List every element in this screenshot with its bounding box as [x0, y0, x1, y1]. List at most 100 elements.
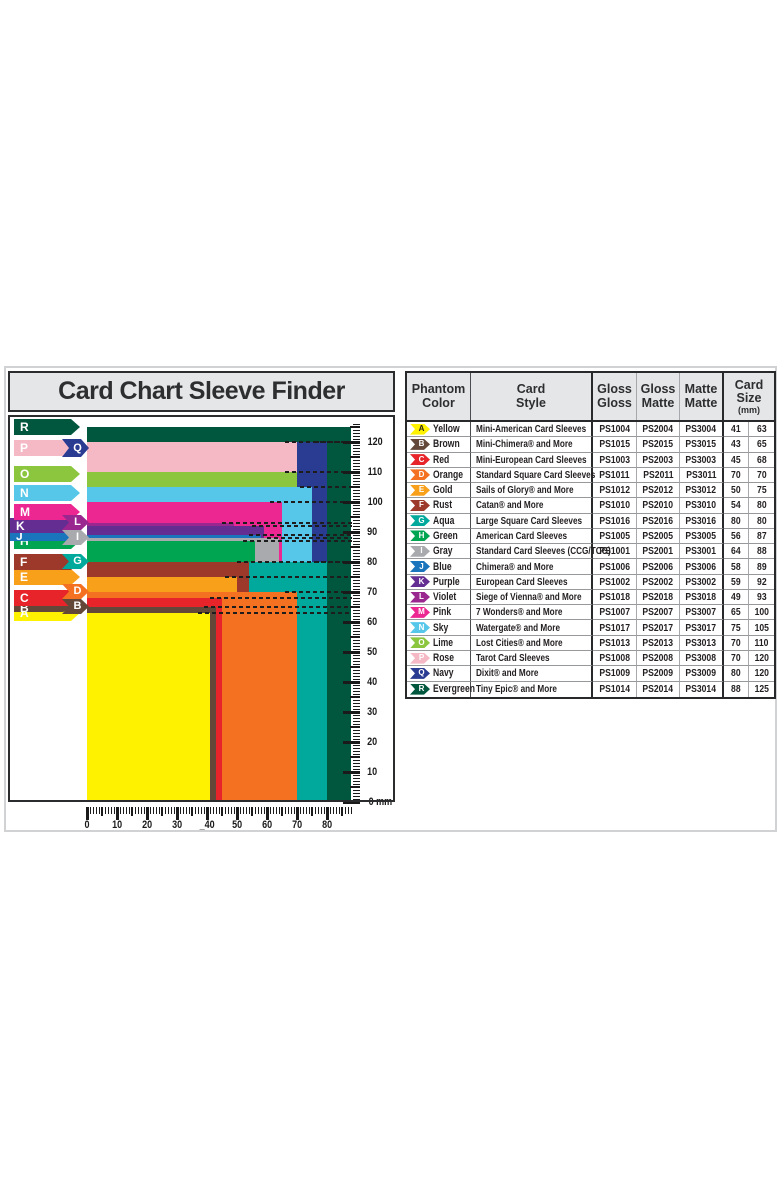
phantom-name-P: Rose [433, 652, 454, 665]
y-tick-107 [353, 480, 360, 482]
gloss-matte-cell-O: PS2013 [637, 635, 680, 651]
y-tick-24 [353, 729, 360, 731]
y-tick-71 [353, 588, 360, 590]
x-tick-55 [251, 807, 253, 816]
y-tick-39 [353, 684, 360, 686]
x-tick-63 [275, 807, 277, 814]
gloss-matte-cell-R: PS2014 [637, 681, 680, 697]
x-tick-27 [167, 807, 169, 814]
y-tick-97 [353, 510, 360, 512]
height-cell-E: 75 [749, 483, 774, 499]
y-tick-label-100: 100 [367, 496, 383, 508]
gloss-matte-cell-Q: PS2009 [637, 666, 680, 682]
gloss-gloss-cell-C: PS1003 [593, 452, 637, 468]
x-tick-83 [335, 807, 337, 814]
height-cell-R: 125 [754, 683, 769, 696]
y-tick-108 [353, 477, 360, 479]
y-tick-14 [353, 759, 360, 761]
phantom-name-H: Green [433, 529, 458, 542]
phantom-name-F: Rust [433, 499, 453, 512]
y-tick-8 [353, 777, 360, 779]
y-tick-label-90: 90 [367, 526, 378, 538]
matte-matte-cell-A: PS3004 [680, 422, 724, 438]
gloss-gloss-cell-K: PS1002 [593, 574, 637, 590]
phantom-name-B: Brown [433, 438, 460, 451]
phantom-badge-H: H [410, 530, 430, 541]
x-tick-78 [320, 807, 322, 814]
y-tick-11 [353, 768, 360, 770]
phantom-badge-Q: Q [410, 668, 430, 679]
y-tick-101 [353, 498, 360, 500]
y-tick-118 [353, 447, 360, 449]
x-tick-73 [305, 807, 307, 814]
x-tick-21 [149, 807, 151, 814]
style-cell-C: Mini-European Card Sleeves [471, 452, 593, 468]
x-tick-77 [317, 807, 319, 814]
phantom-name-Q: Navy [433, 667, 454, 680]
phantom-badge-P: P [410, 653, 430, 664]
x-tick-54 [248, 807, 250, 814]
x-tick-25 [161, 807, 163, 816]
x-tick-15 [131, 807, 133, 816]
label-arrow-O: O [14, 466, 80, 482]
leader-line-J [249, 534, 352, 536]
y-tick-94 [353, 519, 360, 521]
phantom-name-K: Purple [433, 575, 460, 588]
phantom-name-M: Pink [433, 606, 452, 619]
gloss-matte-cell-P: PS2008 [637, 650, 680, 667]
y-tick-label-50: 50 [367, 646, 378, 658]
gloss-gloss-cell-R: PS1014 [593, 681, 637, 697]
y-tick-20 [343, 740, 360, 744]
x-tick-label-50: 50 [231, 819, 243, 831]
x-tick-65 [281, 807, 283, 816]
y-tick-125 [350, 426, 360, 428]
x-tick-label-40: _40 [199, 819, 215, 831]
x-tick-23 [155, 807, 157, 814]
matte-matte-cell-G: PS3016 [680, 513, 724, 529]
phantom-cell-N: N Sky [407, 620, 471, 636]
width-cell-D: 70 [724, 467, 749, 484]
phantom-badge-F: F [410, 500, 430, 511]
header-matte-matte: Matte Matte [680, 373, 724, 420]
y-tick-25 [350, 726, 360, 728]
y-tick-40 [343, 680, 360, 684]
x-tick-10 [115, 807, 119, 820]
x-tick-72 [302, 807, 304, 814]
label-arrow-B: B [14, 603, 72, 612]
leader-line-G [315, 561, 352, 563]
label-arrow-F: F [14, 554, 80, 570]
table-rows: A Yellow Mini-American Card Sleeves PS1004 P… [407, 422, 774, 697]
width-cell-R: 88 [724, 681, 749, 697]
x-tick-label-0: 0 [84, 819, 90, 831]
y-tick-55 [350, 636, 360, 638]
leader-line-A [198, 612, 352, 614]
y-tick-65 [350, 606, 360, 608]
x-tick-48 [230, 807, 232, 814]
y-tick-label-40: 40 [367, 676, 378, 688]
style-cell-P: Tarot Card Sleeves [471, 650, 593, 667]
y-tick-68 [353, 597, 360, 599]
matte-matte-cell-M: PS3007 [680, 605, 724, 621]
y-tick-88 [353, 537, 360, 539]
y-tick-84 [353, 549, 360, 551]
phantom-cell-D: D Orange [407, 467, 471, 484]
x-tick-2 [92, 807, 94, 814]
matte-matte-cell-H: PS3005 [680, 528, 724, 545]
gloss-gloss-cell-G: PS1016 [593, 513, 637, 529]
phantom-cell-C: C Red [407, 452, 471, 468]
x-tick-44 [218, 807, 220, 814]
gloss-matte-cell-D: PS2011 [637, 467, 680, 484]
x-tick-33 [185, 807, 187, 814]
y-tick-26 [353, 723, 360, 725]
y-tick-95 [350, 516, 360, 518]
style-cell-E: Sails of Glory® and More [471, 483, 593, 499]
y-tick-116 [353, 453, 360, 455]
x-tick-34 [188, 807, 190, 814]
phantom-cell-E: E Gold [407, 483, 471, 499]
header-card-size: Card Size (mm) [734, 377, 764, 415]
matte-matte-cell-J: PS3006 [680, 559, 724, 575]
y-tick-83 [353, 552, 360, 554]
width-cell-A: 41 [724, 422, 749, 438]
leader-line-E [225, 576, 352, 578]
y-tick-73 [353, 582, 360, 584]
